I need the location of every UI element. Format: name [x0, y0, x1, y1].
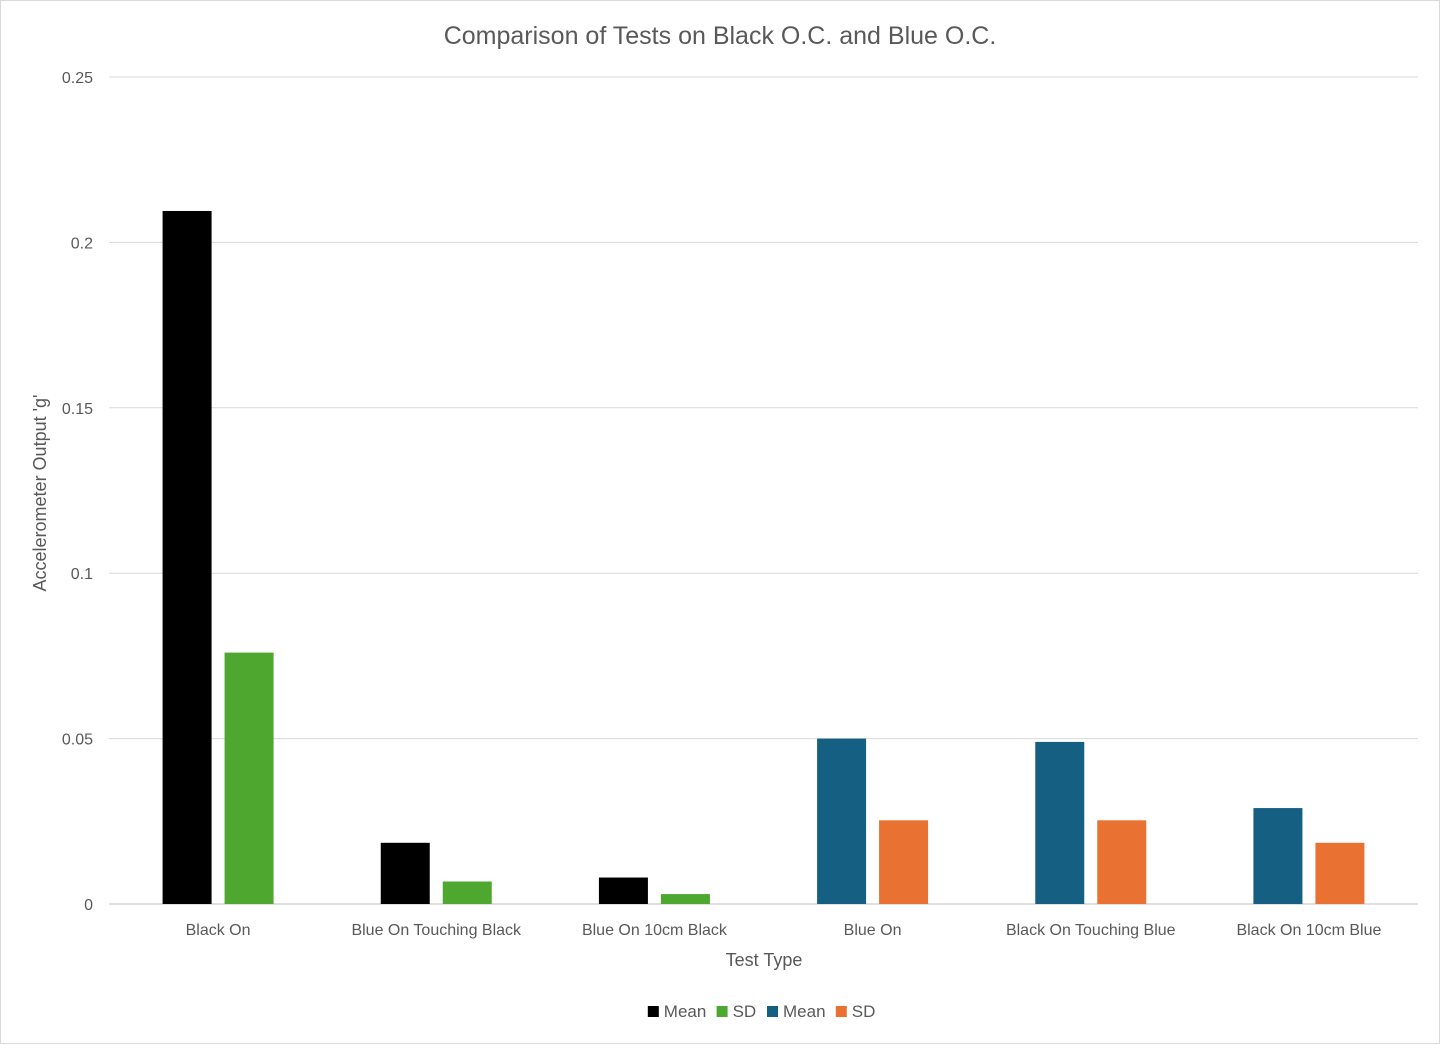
x-tick-labels: Black On Blue On Touching Black Blue On 10… [186, 922, 1382, 939]
bar-mean [817, 738, 867, 904]
legend: Mean SD Mean SD [647, 1002, 876, 1021]
bar-mean [162, 210, 212, 904]
bar-sd [224, 652, 274, 904]
y-tick-label: 0 [84, 897, 93, 914]
bar-mean [1253, 808, 1303, 904]
x-tick-label: Blue On [844, 922, 902, 939]
x-tick-label: Blue On 10cm Black [582, 922, 728, 939]
bar-mean [380, 842, 430, 904]
y-tick-label: 0.15 [62, 401, 93, 418]
y-tick-label: 0.25 [62, 70, 93, 87]
legend-swatch [716, 1006, 728, 1017]
bar-mean [1035, 741, 1085, 904]
bars [162, 210, 1365, 904]
legend-label: Mean [664, 1002, 707, 1021]
y-tick-label: 0.1 [71, 566, 93, 583]
bar-sd [660, 894, 710, 904]
legend-swatch [767, 1006, 778, 1017]
y-axis-label: Accelerometer Output 'g' [30, 395, 50, 592]
chart-title: Comparison of Tests on Black O.C. and Bl… [444, 22, 997, 50]
gridlines [109, 76, 1418, 905]
bar-sd [879, 820, 929, 904]
legend-swatch [835, 1006, 847, 1017]
legend-label: SD [733, 1002, 757, 1021]
x-axis-label: Test Type [726, 950, 803, 970]
x-tick-label: Black On Touching Blue [1006, 922, 1176, 939]
bar-mean [598, 877, 648, 904]
bar-sd [442, 881, 492, 904]
y-tick-label: 0.05 [62, 732, 93, 749]
legend-label: Mean [783, 1002, 826, 1021]
x-tick-label: Black On [186, 922, 251, 939]
legend-label: SD [852, 1002, 876, 1021]
x-tick-label: Black On 10cm Blue [1236, 922, 1381, 939]
bar-sd [1315, 842, 1365, 904]
bar-sd [1097, 820, 1147, 904]
y-tick-labels: 0 0.05 0.1 0.15 0.2 0.25 [62, 70, 93, 914]
y-tick-label: 0.2 [71, 235, 93, 252]
x-tick-label: Blue On Touching Black [351, 922, 522, 939]
legend-swatch [647, 1006, 659, 1017]
